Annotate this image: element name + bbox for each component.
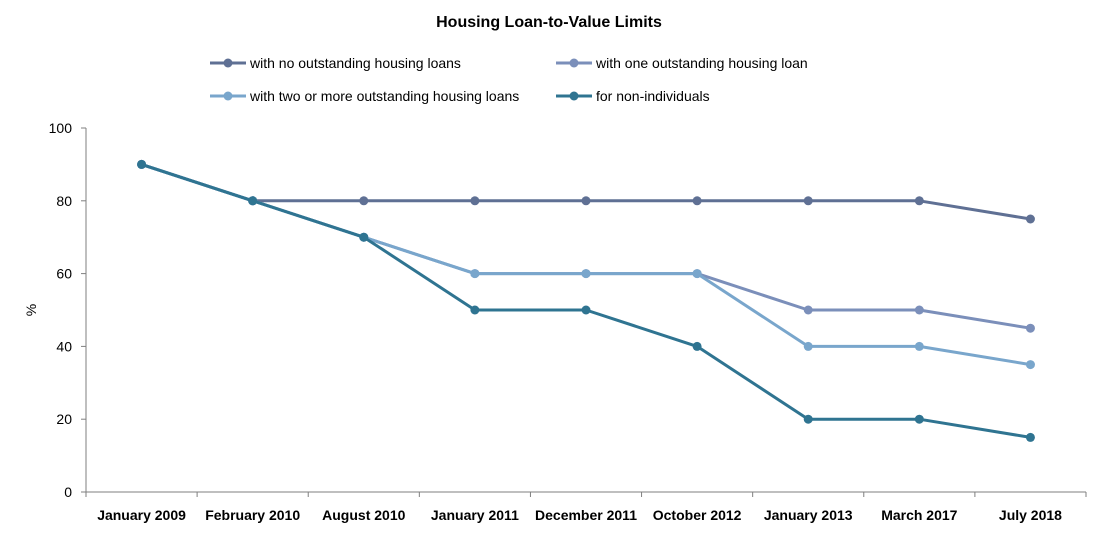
x-tick-label: January 2011 [431,507,519,523]
legend-swatch-marker [569,58,579,68]
data-point [1025,360,1035,370]
legend-label: with no outstanding housing loans [249,55,461,71]
legend-item: for non-individuals [556,88,710,104]
data-point [581,269,591,279]
data-point [914,414,924,424]
chart-title: Housing Loan-to-Value Limits [436,14,662,31]
data-point [803,414,813,424]
series-line [140,162,1032,330]
data-point [803,196,813,206]
data-point [470,196,480,206]
y-tick-label: 20 [56,411,72,427]
legend-label: with one outstanding housing loan [595,55,808,71]
data-point [803,305,813,315]
legend-item: with two or more outstanding housing loa… [210,88,519,104]
data-point [914,196,924,206]
x-tick-label: October 2012 [653,507,742,523]
x-tick-label: July 2018 [999,507,1062,523]
series-line [140,162,1032,439]
data-point [692,269,702,279]
data-point [1025,432,1035,442]
series-layer [137,159,1035,442]
series-line [140,162,1032,221]
data-point [914,341,924,351]
data-point [359,196,369,206]
series-line [140,162,1032,367]
data-point [914,305,924,315]
series-3 [137,159,1035,370]
data-point [692,341,702,351]
axes: 0 20 40 60 80 100 January 2009 February 2010 Aug… [49,120,1087,523]
y-axis-label: % [23,304,39,316]
legend-item: with one outstanding housing loan [556,55,808,71]
series-1 [137,159,1035,224]
legend-swatch-marker [569,91,579,101]
data-point [803,341,813,351]
data-point [470,305,480,315]
legend-label: with two or more outstanding housing loa… [249,88,519,104]
data-point [1025,214,1035,224]
y-tick-label: 60 [56,266,72,282]
legend-swatch-marker [223,91,233,101]
x-tick-label: January 2009 [97,507,186,523]
data-point [248,196,258,206]
data-point [1025,323,1035,333]
x-tick-label: January 2013 [764,507,853,523]
x-tick-label: February 2010 [205,507,300,523]
x-tick-label: August 2010 [322,507,405,523]
data-point [470,269,480,279]
data-point [581,196,591,206]
legend-item: with no outstanding housing loans [210,55,461,71]
x-tick-label: March 2017 [881,507,957,523]
y-tick-label: 100 [49,120,73,136]
y-tick-label: 40 [56,338,72,354]
y-tick-label: 80 [56,193,72,209]
data-point [581,305,591,315]
series-4 [137,159,1035,442]
data-point [137,159,147,169]
legend-label: for non-individuals [596,88,710,104]
data-point [692,196,702,206]
x-tick-label: December 2011 [535,507,637,523]
y-tick-label: 0 [64,484,72,500]
legend: with no outstanding housing loans with on… [210,55,808,104]
legend-swatch-marker [223,58,233,68]
data-point [359,232,369,242]
